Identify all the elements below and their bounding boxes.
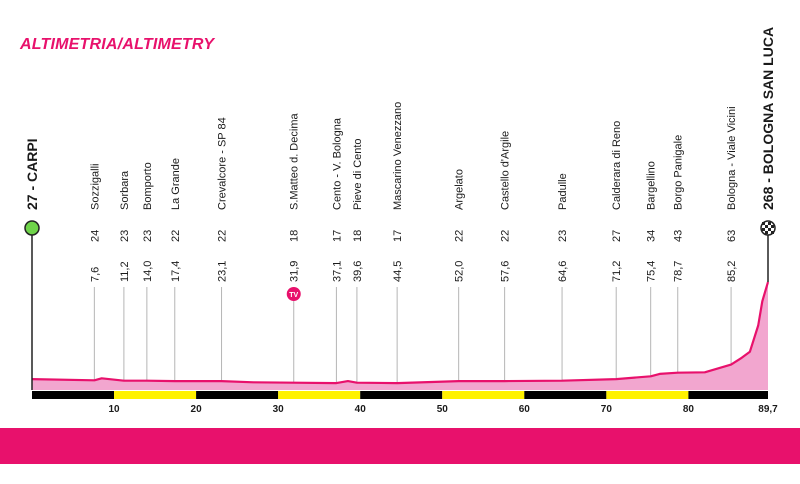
waypoint-km: 37,1	[331, 261, 343, 282]
waypoint-altitude: 23	[119, 230, 131, 242]
waypoint-name: Calderara di Reno	[611, 121, 623, 210]
waypoint-km: 31,9	[289, 261, 301, 282]
axis-segment	[688, 391, 768, 399]
waypoint-name: Sozzigalli	[89, 164, 101, 210]
profile-layer	[24, 220, 776, 390]
axis-segment	[32, 391, 115, 399]
waypoint-km: 7,6	[89, 267, 101, 282]
x-tick-label: 30	[273, 404, 285, 415]
waypoint-altitude: 17	[331, 230, 343, 242]
waypoint-altitude: 22	[217, 230, 229, 242]
waypoint-altitude: 18	[289, 230, 301, 242]
waypoint-name: Argelato	[454, 169, 466, 210]
waypoint-km: 11,2	[119, 261, 131, 282]
waypoint-name: Bomporto	[142, 162, 154, 210]
x-axis: 10 20 30 40 50 60 70 80 89,7	[32, 391, 778, 415]
waypoint-name: Castello d'Argile	[500, 131, 512, 210]
finish-label: 268 - BOLOGNA SAN LUCA	[760, 27, 776, 210]
x-tick-label: 70	[601, 404, 613, 415]
waypoint-guides	[93, 287, 732, 384]
waypoint-name: Bargellino	[646, 161, 658, 210]
start-marker	[24, 220, 40, 236]
waypoint-altitude: 18	[352, 230, 364, 242]
waypoint-altitude: 34	[646, 230, 658, 242]
waypoint-km: 57,6	[500, 261, 512, 282]
waypoint-km: 85,2	[726, 261, 738, 282]
waypoint-name: Pieve di Cento	[352, 138, 364, 210]
axis-segment	[196, 391, 279, 399]
finish-flag-icon	[760, 220, 776, 236]
start-label: 27 - CARPI	[24, 138, 40, 210]
axis-segment	[360, 391, 443, 399]
waypoint-km: 71,2	[611, 261, 623, 282]
axis-segment	[524, 391, 607, 399]
waypoint-altitude: 22	[170, 230, 182, 242]
tv-badge-label: TV	[289, 292, 298, 299]
x-tick-label: 40	[355, 404, 367, 415]
x-tick-label: 89,7	[758, 404, 778, 415]
axis-segment	[278, 391, 361, 399]
waypoint-altitude: 27	[611, 230, 623, 242]
waypoint-km: 64,6	[557, 261, 569, 282]
waypoint-name: Bologna - Viale Vicini	[726, 106, 738, 210]
waypoint-altitude: 17	[392, 230, 404, 242]
waypoint-km: 78,7	[673, 261, 685, 282]
waypoint-altitude: 43	[673, 230, 685, 242]
waypoint-km: 75,4	[646, 261, 658, 282]
waypoint-name: Borgo Panigale	[673, 135, 685, 210]
x-tick-label: 80	[683, 404, 695, 415]
x-tick-label: 10	[108, 404, 120, 415]
waypoint-name: La Grande	[170, 158, 182, 210]
waypoint-name: Sorbara	[119, 170, 131, 210]
chart-title: ALTIMETRIA/ALTIMETRY	[20, 36, 215, 53]
waypoint-km: 23,1	[217, 261, 229, 282]
waypoint-km: 39,6	[352, 261, 364, 282]
waypoint-altitude: 63	[726, 230, 738, 242]
axis-segment	[114, 391, 197, 399]
bottom-accent-band	[0, 428, 800, 464]
axis-segment	[442, 391, 525, 399]
axis-segment	[606, 391, 689, 399]
waypoint-labels: 27 - CARPI 268 - BOLOGNA SAN LUCA 7,6 24 Soz…	[24, 27, 776, 301]
waypoint-name: S.Matteo d. Decima	[289, 113, 301, 210]
waypoint-name: Cento - V. Bologna	[331, 117, 343, 210]
tv-icon	[286, 287, 301, 301]
waypoint-altitude: 23	[557, 230, 569, 242]
waypoint-name: Padulle	[557, 173, 569, 210]
waypoint-km: 44,5	[392, 261, 404, 282]
waypoint-altitude: 22	[454, 230, 466, 242]
profile-line	[31, 281, 770, 385]
waypoint-altitude: 24	[89, 230, 101, 242]
altimetry-chart: 27 - CARPI 268 - BOLOGNA SAN LUCA 7,6 24 Soz…	[24, 27, 778, 415]
waypoint-altitude: 22	[500, 230, 512, 242]
waypoint-km: 52,0	[454, 261, 466, 282]
waypoint-name: Mascarino Venezzano	[392, 102, 404, 210]
waypoint-name: Crevalcore - SP 84	[217, 117, 229, 210]
waypoint-km: 17,4	[170, 261, 182, 282]
x-tick-label: 60	[519, 404, 531, 415]
waypoint-km: 14,0	[142, 261, 154, 282]
waypoint-altitude: 23	[142, 230, 154, 242]
x-tick-label: 20	[191, 404, 203, 415]
x-tick-label: 50	[437, 404, 449, 415]
